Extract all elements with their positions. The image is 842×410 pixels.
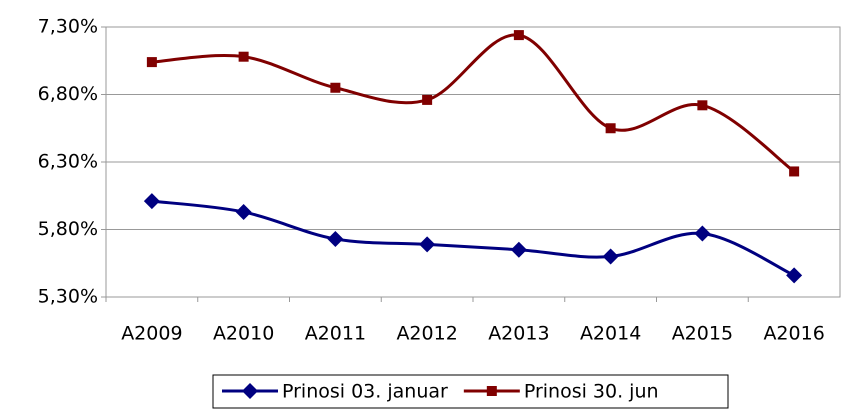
marker	[786, 267, 803, 284]
x-tick-label: A2016	[763, 323, 824, 345]
legend-label: Prinosi 30. jun	[524, 381, 659, 403]
marker	[143, 193, 160, 210]
marker	[694, 225, 711, 242]
series-line	[151, 33, 796, 173]
marker	[789, 166, 800, 177]
marker	[602, 248, 619, 265]
marker	[513, 30, 524, 41]
marker	[146, 57, 157, 68]
marker	[605, 123, 616, 134]
marker	[510, 241, 527, 258]
y-tick-label: 7,30%	[38, 16, 98, 38]
legend: Prinosi 03. januar Prinosi 30. jun	[212, 374, 729, 409]
y-tick-label: 6,30%	[38, 151, 98, 173]
marker	[486, 386, 497, 396]
y-tick-label: 5,80%	[38, 218, 98, 240]
marker	[242, 383, 258, 399]
y-tick-label: 5,30%	[38, 286, 98, 308]
marker	[330, 82, 341, 93]
marker	[235, 203, 252, 220]
y-tick-label: 6,80%	[38, 83, 98, 105]
marker	[327, 230, 344, 247]
marker	[422, 94, 433, 105]
legend-label: Prinosi 03. januar	[282, 381, 448, 403]
marker	[238, 51, 249, 62]
x-tick-label: A2010	[213, 323, 274, 345]
marker	[419, 236, 436, 253]
x-tick-label: A2015	[672, 323, 733, 345]
x-tick-label: A2009	[121, 323, 182, 345]
x-tick-label: A2011	[305, 323, 366, 345]
marker	[697, 100, 708, 111]
x-tick-label: A2013	[488, 323, 549, 345]
x-tick-label: A2014	[580, 323, 641, 345]
x-tick-label: A2012	[396, 323, 457, 345]
